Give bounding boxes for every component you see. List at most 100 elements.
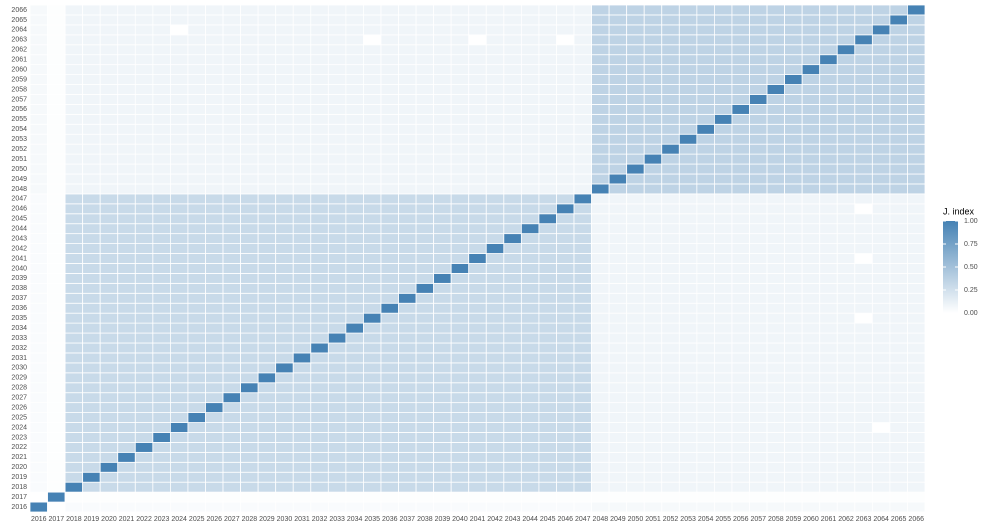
heatmap-cell [187,104,206,115]
heatmap-cell [766,282,786,294]
heatmap-cell [573,193,592,205]
y-tick-label: 2053 [11,136,27,143]
heatmap-cell [714,84,733,95]
heatmap-cell [345,54,364,66]
heatmap-cell [398,372,417,384]
heatmap-cell [485,481,505,493]
heatmap-cell [240,213,259,225]
heatmap-cell [854,461,873,473]
colorbar-tick-label: 1.00 [964,218,978,225]
heatmap-cell [345,312,364,324]
heatmap-cell [310,422,329,433]
heatmap-cell [731,263,750,274]
heatmap-cell [468,203,487,215]
heatmap-cell [345,133,364,145]
heatmap-cell [661,203,680,215]
heatmap-cell [556,422,575,433]
heatmap-cell [117,64,136,75]
heatmap-cell [134,74,154,85]
heatmap-cell [187,491,206,503]
heatmap-cell [643,322,663,334]
heatmap-cell [626,292,645,304]
heatmap-cell [187,84,206,95]
heatmap-cell [310,113,329,125]
heatmap-cell [64,292,84,304]
heatmap-cell [310,263,329,274]
heatmap-cell [626,501,645,513]
heatmap-cell [556,223,575,235]
heatmap-cell [836,263,856,274]
heatmap-cell [310,163,329,175]
heatmap-cell [169,432,189,443]
heatmap-cell [714,292,733,304]
heatmap-cell [661,481,680,493]
heatmap-cell [871,442,891,453]
y-tick-label: 2040 [11,265,27,272]
heatmap-cell [275,491,294,503]
heatmap-cell [380,362,399,374]
heatmap-cell [766,54,786,66]
heatmap-cell [152,442,171,453]
heatmap-cell [134,24,154,36]
heatmap-cell [573,14,592,26]
heatmap-cell [450,461,470,473]
heatmap-cell [731,382,750,394]
heatmap-cell [29,451,48,463]
heatmap-cell [573,362,592,374]
heatmap-cell [520,442,540,453]
heatmap-cell [47,263,66,274]
heatmap-cell [222,392,241,404]
heatmap-cell [415,273,435,284]
heatmap-cell [556,263,575,274]
heatmap-cell [538,253,557,264]
heatmap-cell [836,481,856,493]
heatmap-cell [485,342,505,354]
heatmap-cell [678,94,698,105]
heatmap-cell [626,422,645,433]
heatmap-cell [854,193,873,205]
heatmap-cell [275,253,294,264]
heatmap-cell [626,342,645,354]
heatmap-cell [82,74,101,85]
heatmap-cell [836,163,856,175]
heatmap-cell [205,14,224,26]
heatmap-cell [117,332,136,344]
heatmap-cell [64,233,84,244]
heatmap-cell [591,223,610,235]
heatmap-cell [749,392,768,404]
heatmap-cell [749,253,768,264]
heatmap-cell [643,282,663,294]
heatmap-cell [714,312,733,324]
heatmap-cell [310,64,329,75]
heatmap-cell [205,432,224,443]
heatmap-cell [573,54,592,66]
heatmap-cell [749,24,768,36]
heatmap-cell [819,263,838,274]
heatmap-cell [819,352,838,364]
heatmap-cell [310,312,329,324]
heatmap-cell [29,153,48,165]
y-tick-label: 2043 [11,235,27,242]
heatmap-cell [205,163,224,175]
heatmap-cell [626,153,645,165]
heatmap-cell [503,392,522,404]
heatmap-cell [608,302,628,314]
heatmap-cell [450,412,470,423]
heatmap-cell [749,213,768,225]
heatmap-cell [292,233,312,244]
heatmap-cell [275,223,294,235]
heatmap-cell [222,322,241,334]
heatmap-cell [64,253,84,264]
heatmap-cell [696,253,715,264]
heatmap-cell [450,372,470,384]
heatmap-cell [257,24,277,36]
heatmap-cell [292,4,312,16]
heatmap-cell [871,352,891,364]
heatmap-cell [345,4,364,16]
heatmap-cell [889,481,908,493]
heatmap-cell [363,263,382,274]
heatmap-cell [731,24,750,36]
heatmap-cell [836,123,856,135]
heatmap-cell [819,442,838,453]
heatmap-cell [643,312,663,324]
